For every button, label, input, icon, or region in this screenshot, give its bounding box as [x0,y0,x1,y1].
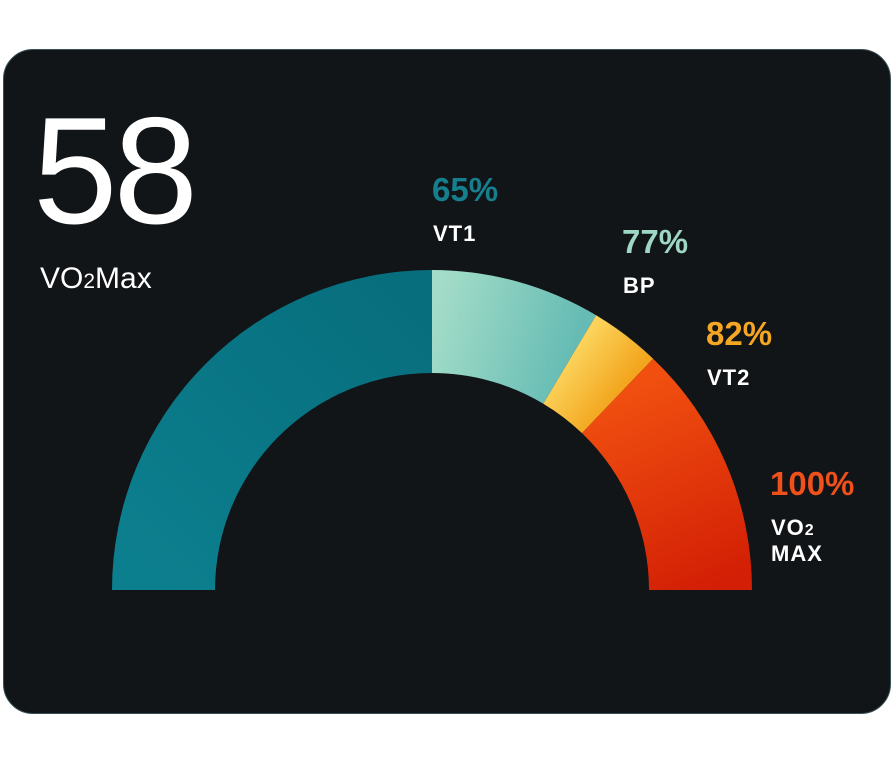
vo2max-value: 58 [33,86,198,256]
threshold-bp-percent: 77% [622,223,689,260]
threshold-vo2max-label: VO2 MAX [771,515,823,567]
gauge-segment-3 [543,315,654,434]
threshold-vt2-percent: 82% [706,315,773,352]
gauge-segment-1 [112,270,432,590]
vo2max-card [3,49,891,714]
threshold-bp-label: BP [623,273,656,298]
threshold-vt1-label: VT1 [433,221,477,246]
vo2max-label: VO2Max [40,262,152,295]
threshold-vt2-label: VT2 [707,365,751,390]
gauge-segment-2 [432,270,597,404]
gauge-segment-4 [581,358,752,590]
threshold-vt1-percent: 65% [432,171,499,208]
threshold-vo2max-percent: 100% [770,465,855,502]
